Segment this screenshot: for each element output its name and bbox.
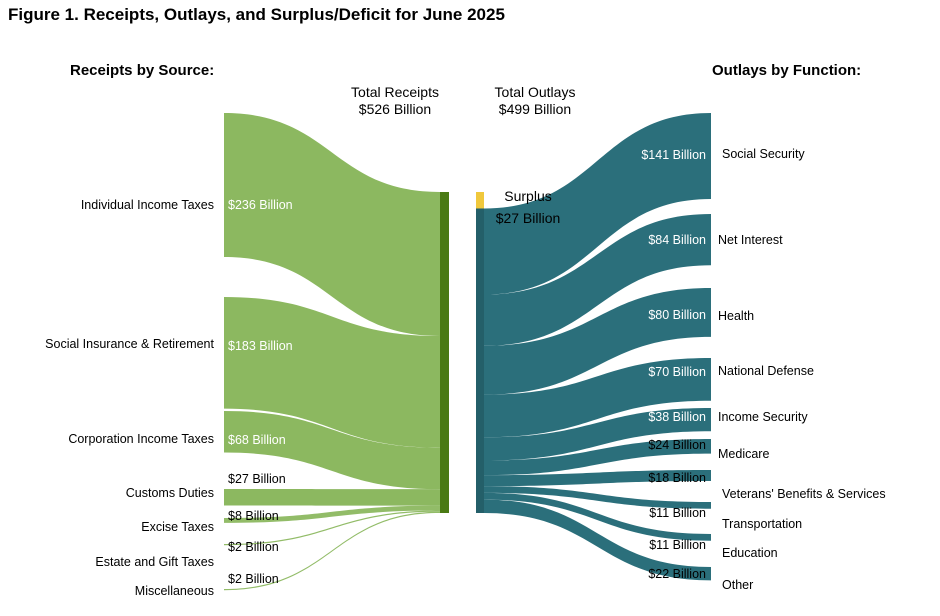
total-bars — [440, 192, 484, 514]
receipt-flow-excise-taxes — [224, 505, 440, 523]
receipt-category-label: Estate and Gift Taxes — [95, 555, 214, 569]
outlay-category-label: Income Security — [718, 410, 808, 424]
receipt-value-label: $68 Billion — [228, 433, 286, 447]
outlay-value-label: $38 Billion — [648, 410, 706, 424]
surplus-label: Surplus — [504, 188, 551, 204]
receipt-flow-individual-income-taxes — [224, 113, 440, 337]
surplus-value: $27 Billion — [496, 210, 561, 226]
receipt-category-label: Excise Taxes — [141, 520, 214, 534]
outlay-category-label: Net Interest — [718, 233, 783, 247]
outlay-value-label: $84 Billion — [648, 233, 706, 247]
receipt-category-label: Miscellaneous — [135, 584, 214, 598]
outlay-flow-education — [484, 492, 711, 541]
outlay-value-label: $24 Billion — [648, 438, 706, 452]
receipts-heading: Receipts by Source: — [70, 62, 214, 79]
surplus-bar — [476, 192, 484, 209]
outlay-flow-other — [484, 499, 711, 581]
chart-title: Figure 1. Receipts, Outlays, and Surplus… — [8, 5, 505, 24]
outlay-value-label: $80 Billion — [648, 308, 706, 322]
outlay-category-label: Medicare — [718, 447, 769, 461]
outlays-heading: Outlays by Function: — [712, 62, 861, 79]
receipt-value-label: $2 Billion — [228, 540, 279, 554]
outlay-value-label: $70 Billion — [648, 365, 706, 379]
total-receipts-bar — [440, 192, 449, 513]
receipt-value-label: $27 Billion — [228, 472, 286, 486]
receipt-flow-miscellaneous — [224, 511, 440, 591]
outlay-flow-veterans-benefits-services — [484, 470, 711, 487]
receipt-value-label: $8 Billion — [228, 509, 279, 523]
outlay-value-label: $11 Billion — [649, 506, 706, 520]
receipt-flow-estate-and-gift-taxes — [224, 510, 440, 546]
outlay-flow-transportation — [484, 486, 711, 509]
receipt-value-label: $236 Billion — [228, 198, 293, 212]
receipt-category-label: Individual Income Taxes — [81, 198, 214, 212]
outlay-category-label: Veterans' Benefits & Services — [722, 487, 886, 501]
outlay-value-label: $22 Billion — [648, 567, 706, 581]
receipt-flows — [224, 113, 440, 591]
outlay-category-label: National Defense — [718, 364, 814, 378]
outlay-value-label: $18 Billion — [648, 471, 706, 485]
outlay-flow-social-security — [484, 113, 711, 295]
outlay-category-label: Social Security — [722, 147, 805, 161]
outlay-value-label: $11 Billion — [649, 538, 706, 552]
total-outlays-label: Total Outlays — [495, 84, 576, 100]
total-outlays-bar — [476, 208, 484, 514]
receipt-value-label: $183 Billion — [228, 339, 293, 353]
outlay-flow-national-defense — [484, 358, 711, 438]
receipt-flow-social-insurance-retirement — [224, 297, 440, 448]
outlay-value-label: $141 Billion — [641, 148, 706, 162]
outlay-flow-net-interest — [484, 214, 711, 346]
total-outlays-value: $499 Billion — [499, 101, 571, 117]
total-receipts-value: $526 Billion — [359, 101, 431, 117]
outlay-category-label: Education — [722, 546, 778, 560]
outlay-flow-health — [484, 288, 711, 395]
outlay-flow-income-security — [484, 408, 711, 461]
outlay-flow-medicare — [484, 439, 711, 476]
receipt-category-label: Social Insurance & Retirement — [45, 337, 214, 351]
outlay-category-label: Transportation — [722, 517, 802, 531]
total-receipts-label: Total Receipts — [351, 84, 439, 100]
outlay-category-label: Other — [722, 578, 753, 592]
outlay-flows — [484, 113, 711, 581]
receipt-value-label: $2 Billion — [228, 572, 279, 586]
receipt-category-label: Corporation Income Taxes — [68, 432, 214, 446]
outlay-category-label: Health — [718, 309, 754, 323]
flow-labels: Individual Income Taxes $236 Billion Socia… — [45, 147, 885, 598]
receipt-category-label: Customs Duties — [126, 486, 214, 500]
receipt-flow-customs-duties — [224, 489, 440, 506]
receipt-flow-corporation-income-taxes — [224, 411, 440, 490]
